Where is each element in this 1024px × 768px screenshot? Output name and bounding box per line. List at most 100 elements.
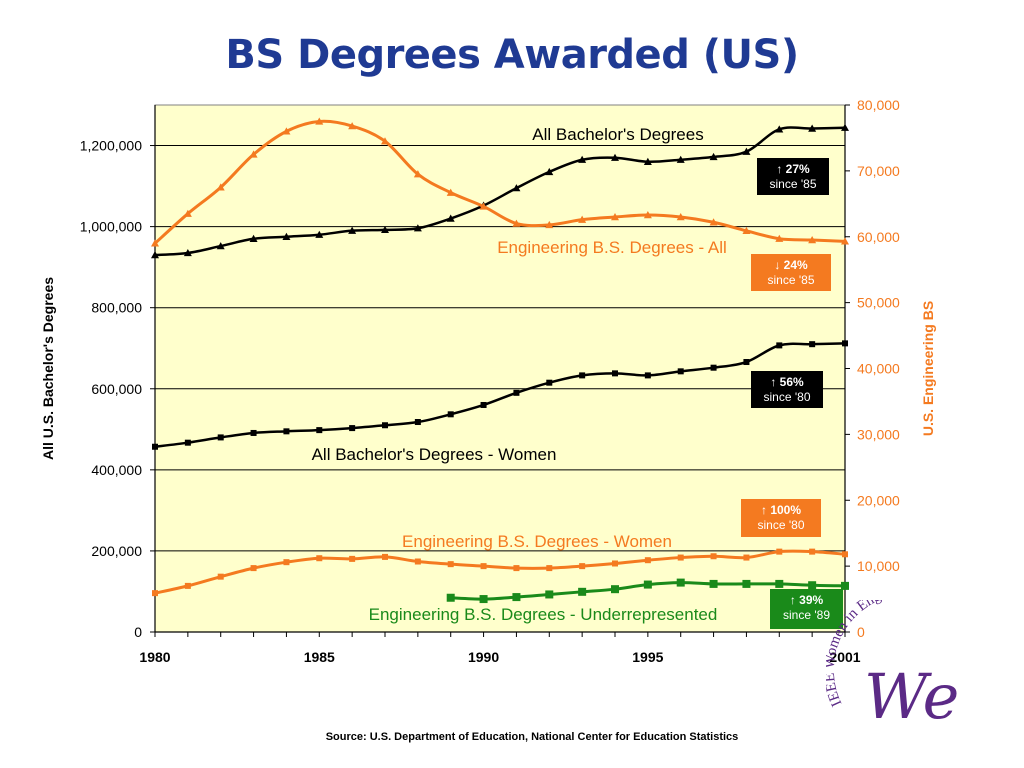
data-point bbox=[512, 593, 521, 602]
data-point bbox=[710, 553, 717, 560]
data-point bbox=[315, 230, 324, 238]
data-point bbox=[644, 557, 651, 564]
series-line-engineering-b-s-degrees-all bbox=[153, 119, 846, 245]
data-point bbox=[578, 587, 587, 596]
y2-tick-label: 40,000 bbox=[857, 361, 900, 377]
data-point bbox=[841, 123, 849, 131]
y2-axis-title: U.S. Engineering BS bbox=[920, 301, 936, 436]
y-tick-label: 0 bbox=[134, 624, 142, 640]
x-tick-label: 1985 bbox=[304, 649, 335, 665]
change-badge-since: since '89 bbox=[783, 608, 830, 622]
data-point bbox=[643, 211, 652, 219]
data-point bbox=[842, 340, 848, 347]
series-label: All Bachelor's Degrees bbox=[532, 125, 703, 144]
data-point bbox=[808, 124, 817, 132]
x-tick-label: 1995 bbox=[632, 649, 663, 665]
y-tick-label: 200,000 bbox=[91, 543, 142, 559]
series-label: Engineering B.S. Degrees - Women bbox=[402, 532, 672, 551]
data-point bbox=[513, 565, 520, 572]
y2-tick-label: 10,000 bbox=[857, 558, 900, 574]
data-point bbox=[152, 443, 158, 450]
data-point bbox=[546, 379, 553, 386]
data-point bbox=[775, 125, 784, 133]
data-point bbox=[676, 578, 685, 587]
plot-area bbox=[154, 104, 846, 633]
data-point bbox=[644, 372, 651, 379]
y-axis-title: All U.S. Bachelor's Degrees bbox=[40, 277, 56, 460]
change-badge-value: ↑ 39% bbox=[790, 593, 824, 607]
data-point bbox=[184, 582, 191, 589]
x-tick-label: 1980 bbox=[139, 649, 170, 665]
data-point bbox=[643, 157, 652, 165]
data-point bbox=[348, 122, 357, 130]
data-point bbox=[611, 212, 619, 221]
change-badge-since: since '85 bbox=[770, 177, 817, 191]
ieee-wie-logo: IEEE Women in Engineering We bbox=[826, 600, 959, 730]
data-point bbox=[183, 209, 192, 217]
change-badge-since: since '80 bbox=[764, 390, 811, 404]
change-badge bbox=[751, 371, 823, 408]
data-point bbox=[381, 137, 389, 145]
change-badge bbox=[741, 499, 821, 537]
data-point bbox=[282, 127, 291, 135]
data-point bbox=[446, 593, 455, 602]
series-label: All Bachelor's Degrees - Women bbox=[312, 445, 557, 464]
y2-tick-label: 30,000 bbox=[857, 426, 900, 442]
data-point bbox=[676, 212, 685, 221]
data-point bbox=[381, 225, 389, 234]
data-point bbox=[545, 590, 554, 599]
data-point bbox=[217, 573, 224, 580]
data-point bbox=[545, 167, 554, 176]
y-tick-label: 1,000,000 bbox=[80, 219, 142, 235]
data-point bbox=[611, 585, 619, 594]
y2-tick-label: 70,000 bbox=[857, 163, 900, 179]
data-point bbox=[841, 237, 849, 245]
y-tick-label: 1,200,000 bbox=[80, 138, 142, 154]
data-point bbox=[775, 234, 784, 242]
data-point bbox=[742, 147, 751, 155]
change-badge-since: since '80 bbox=[758, 518, 805, 532]
data-point bbox=[676, 155, 685, 163]
data-point bbox=[512, 184, 521, 192]
change-badge-value: ↑ 100% bbox=[761, 503, 801, 517]
data-point bbox=[348, 226, 357, 234]
y2-tick-label: 20,000 bbox=[857, 492, 900, 508]
data-point bbox=[413, 170, 422, 178]
data-point bbox=[578, 215, 587, 223]
y-tick-label: 400,000 bbox=[91, 462, 142, 478]
data-point bbox=[578, 155, 587, 163]
data-point bbox=[316, 427, 323, 434]
data-point bbox=[512, 219, 521, 227]
data-point bbox=[808, 236, 817, 244]
data-point bbox=[447, 411, 454, 418]
data-point bbox=[709, 218, 718, 226]
data-point bbox=[315, 117, 324, 125]
slide-title: BS Degrees Awarded (US) bbox=[225, 32, 799, 78]
data-point bbox=[612, 560, 618, 567]
data-point bbox=[545, 220, 554, 229]
y2-tick-label: 80,000 bbox=[857, 97, 900, 113]
data-point bbox=[152, 590, 158, 597]
data-point bbox=[216, 242, 225, 250]
data-point bbox=[709, 152, 718, 161]
data-point bbox=[447, 561, 454, 568]
y2-tick-label: 0 bbox=[857, 624, 865, 640]
data-point bbox=[349, 425, 356, 432]
data-point bbox=[479, 202, 488, 210]
data-point bbox=[283, 428, 290, 435]
data-point bbox=[710, 364, 717, 371]
data-point bbox=[414, 558, 421, 565]
change-badge-since: since '85 bbox=[768, 273, 815, 287]
data-point bbox=[249, 150, 258, 158]
change-badge bbox=[770, 589, 843, 629]
data-point bbox=[776, 548, 783, 555]
data-point bbox=[480, 401, 487, 408]
data-point bbox=[283, 559, 290, 566]
data-point bbox=[413, 224, 422, 232]
y2-tick-label: 50,000 bbox=[857, 295, 900, 311]
data-point bbox=[677, 368, 684, 375]
data-point bbox=[612, 370, 618, 377]
y-tick-label: 800,000 bbox=[91, 300, 142, 316]
data-point bbox=[611, 153, 619, 161]
